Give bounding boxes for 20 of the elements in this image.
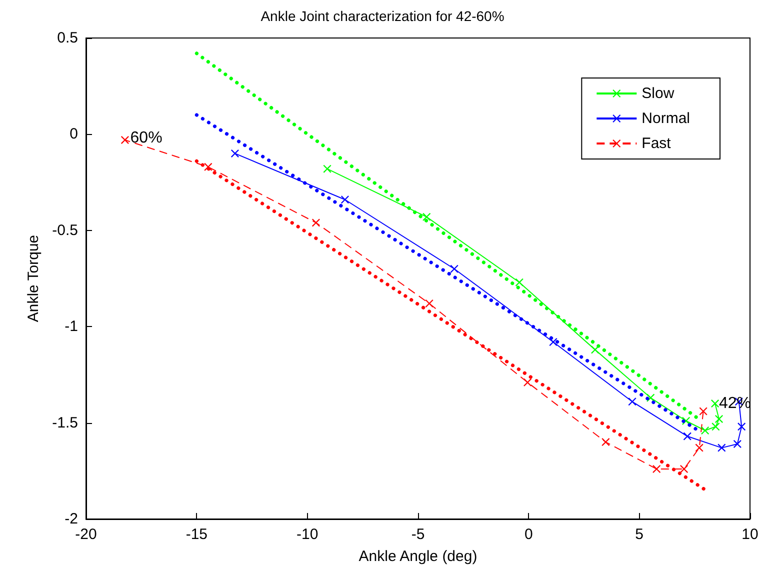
y-tick-label: -1	[64, 318, 78, 336]
x-tick-label: -10	[296, 526, 318, 543]
x-tick-label: -20	[75, 526, 97, 543]
y-tick-label: -1.5	[52, 414, 78, 432]
x-tick-label: -15	[186, 526, 208, 543]
legend-label: Normal	[642, 110, 690, 127]
annotation: 60%	[130, 130, 162, 147]
x-tick-label: -5	[411, 526, 425, 543]
y-tick-label: 0	[70, 126, 78, 143]
y-tick-label: 0.5	[57, 30, 78, 46]
x-axis-title: Ankle Angle (deg)	[358, 548, 478, 565]
y-axis-title: Ankle Torque	[25, 234, 42, 322]
legend-label: Slow	[642, 85, 674, 102]
x-tick-label: 5	[635, 526, 644, 543]
x-tick-label: 0	[524, 526, 533, 543]
chart-title: Ankle Joint characterization for 42-60%	[260, 8, 504, 24]
y-tick-label: -2	[64, 510, 78, 528]
legend-label: Fast	[642, 135, 672, 152]
x-tick-label: 10	[742, 526, 758, 543]
y-tick-label: -0.5	[52, 222, 78, 239]
